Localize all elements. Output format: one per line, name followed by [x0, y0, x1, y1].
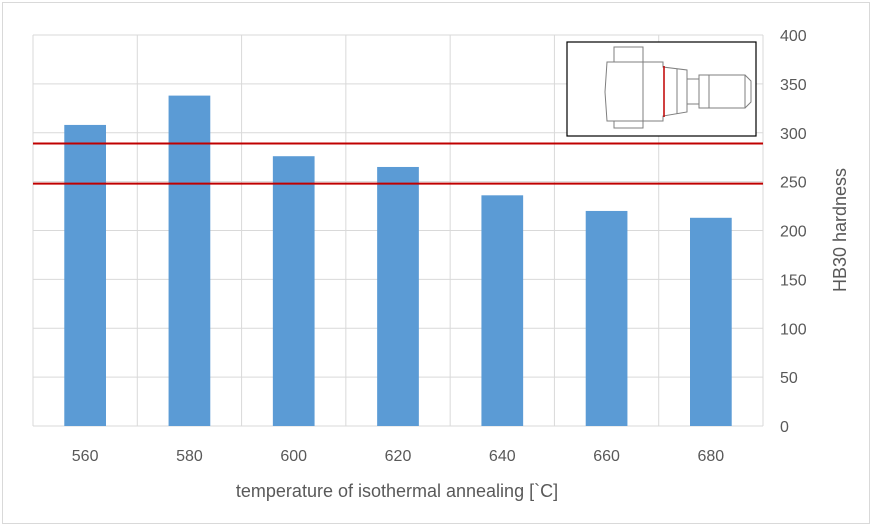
part-outline	[604, 46, 752, 129]
y-axis-label: HB30 hardness	[830, 168, 850, 292]
y-tick-label: 0	[780, 419, 789, 436]
x-tick-label: 640	[489, 448, 516, 465]
bar-660	[585, 210, 628, 426]
bar-620	[377, 166, 419, 426]
bar-640	[481, 195, 524, 426]
bars	[64, 95, 732, 427]
y-tick-label: 300	[780, 126, 807, 143]
y-tick-label: 200	[780, 224, 807, 241]
y-tick-label: 150	[780, 272, 807, 289]
x-tick-label: 580	[176, 448, 203, 465]
part-drawing-inset	[566, 41, 757, 137]
y-tick-label: 250	[780, 175, 807, 192]
y-tick-label: 400	[780, 28, 807, 45]
x-axis-label: temperature of isothermal annealing [`C]	[236, 481, 558, 501]
inset-border	[566, 41, 757, 137]
bar-560	[64, 124, 106, 427]
bar-600	[272, 156, 315, 426]
y-tick-label: 50	[780, 370, 798, 387]
y-tick-label: 350	[780, 77, 807, 94]
x-tick-label: 680	[698, 448, 725, 465]
x-tick-label: 600	[280, 448, 307, 465]
y-tick-labels: 0 50 100 150 200 250 300 350 400	[780, 28, 807, 436]
x-tick-label: 560	[72, 448, 99, 465]
x-tick-label: 620	[385, 448, 412, 465]
bar-580	[168, 95, 211, 426]
reference-lines	[33, 142, 763, 185]
x-tick-labels: 560 580 600 620 640 660 680	[72, 448, 725, 465]
x-tick-label: 660	[593, 448, 620, 465]
bar-680	[690, 217, 732, 426]
y-tick-label: 100	[780, 321, 807, 338]
